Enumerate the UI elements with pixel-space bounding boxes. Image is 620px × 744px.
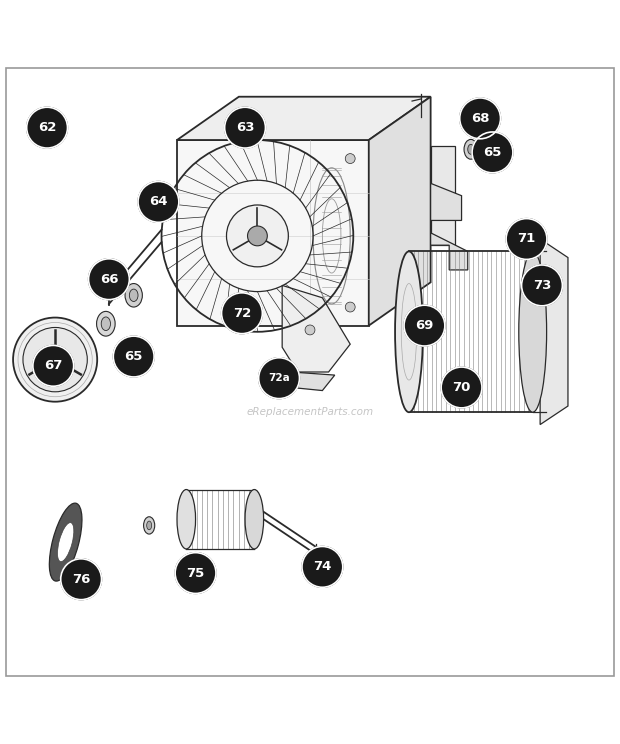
Circle shape (13, 318, 97, 402)
Circle shape (521, 265, 562, 306)
Circle shape (226, 205, 288, 267)
Ellipse shape (101, 317, 110, 330)
Text: 64: 64 (149, 196, 167, 208)
Text: 69: 69 (415, 319, 433, 332)
Polygon shape (431, 147, 455, 246)
Text: 62: 62 (38, 121, 56, 134)
Text: 72a: 72a (268, 373, 290, 383)
Circle shape (259, 358, 299, 399)
Circle shape (33, 345, 74, 386)
Circle shape (113, 336, 154, 377)
Ellipse shape (519, 251, 547, 412)
Circle shape (459, 98, 500, 139)
Circle shape (61, 559, 102, 600)
Text: 65: 65 (125, 350, 143, 363)
Ellipse shape (467, 144, 474, 154)
Text: 70: 70 (453, 381, 471, 394)
Circle shape (302, 546, 343, 587)
Text: 76: 76 (72, 573, 91, 586)
Ellipse shape (147, 521, 152, 530)
Circle shape (305, 325, 315, 335)
Ellipse shape (97, 312, 115, 336)
Text: 71: 71 (517, 232, 536, 246)
Circle shape (138, 182, 179, 222)
Circle shape (50, 355, 60, 365)
Text: eReplacementParts.com: eReplacementParts.com (246, 407, 374, 417)
Polygon shape (369, 97, 431, 326)
Ellipse shape (125, 283, 143, 307)
Text: 65: 65 (484, 146, 502, 159)
Ellipse shape (177, 490, 195, 549)
Ellipse shape (245, 490, 264, 549)
Polygon shape (431, 183, 461, 220)
Circle shape (23, 327, 87, 392)
Text: 67: 67 (44, 359, 63, 372)
Ellipse shape (50, 503, 82, 581)
Circle shape (345, 302, 355, 312)
Circle shape (472, 132, 513, 173)
Polygon shape (177, 97, 431, 140)
Circle shape (44, 348, 66, 371)
Polygon shape (177, 140, 369, 326)
Circle shape (247, 226, 267, 246)
Circle shape (506, 219, 547, 260)
Text: 75: 75 (187, 566, 205, 580)
Polygon shape (431, 233, 467, 270)
Text: 63: 63 (236, 121, 254, 134)
Circle shape (345, 153, 355, 164)
Circle shape (89, 259, 130, 300)
Text: 66: 66 (100, 273, 118, 286)
Ellipse shape (130, 289, 138, 301)
Text: 73: 73 (533, 279, 551, 292)
Ellipse shape (464, 139, 477, 159)
Polygon shape (291, 372, 335, 391)
Polygon shape (282, 286, 350, 372)
Circle shape (224, 107, 265, 148)
Ellipse shape (58, 522, 74, 562)
Text: 74: 74 (313, 560, 332, 574)
Polygon shape (540, 239, 568, 425)
Text: 68: 68 (471, 112, 489, 125)
Circle shape (404, 305, 445, 346)
Ellipse shape (395, 251, 423, 412)
Circle shape (175, 553, 216, 594)
Text: 72: 72 (233, 307, 251, 320)
Circle shape (221, 293, 262, 333)
Ellipse shape (144, 517, 155, 534)
Circle shape (441, 367, 482, 408)
Circle shape (27, 107, 68, 148)
